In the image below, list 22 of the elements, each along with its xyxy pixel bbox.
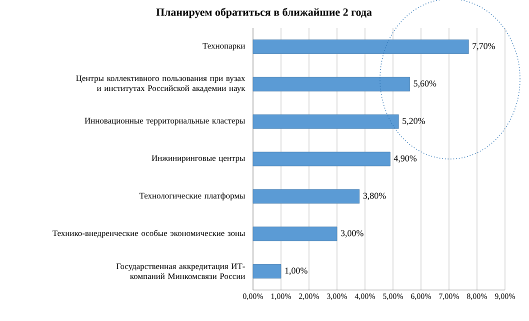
- y-tick-label: Технопарки: [202, 43, 246, 50]
- bar: [252, 76, 410, 92]
- data-label: 1,00%: [285, 268, 308, 275]
- bar: [252, 114, 399, 129]
- data-label: 5,20%: [402, 118, 425, 126]
- y-tick-label: Государственная аккредитация ИТ-компаний Минкомсвязи России: [116, 263, 246, 280]
- data-label: 5,60%: [414, 80, 436, 88]
- y-tick-label: Технико-внедренческие особые экономические зоны: [52, 230, 246, 238]
- y-tick-label: Технологические платформы: [139, 192, 246, 200]
- bar: [252, 264, 282, 278]
- y-tick-label: Центры коллективного пользования при вузах и институтах Российской академии наук: [76, 75, 246, 93]
- y-tick-label: Инжиниринговые центры: [152, 155, 246, 163]
- chart-title: Планируем обратиться в ближайшие 2 года: [156, 8, 372, 18]
- data-label: 3,00%: [340, 230, 364, 238]
- bar: [252, 189, 360, 204]
- data-label: 7,70%: [472, 43, 495, 50]
- bar: [252, 40, 469, 54]
- bar: [252, 152, 390, 166]
- y-tick-label: Инновационные территориальные кластеры: [84, 118, 246, 126]
- data-label: 4,90%: [394, 155, 417, 163]
- data-label: 3,80%: [363, 192, 386, 200]
- bar: [252, 226, 338, 242]
